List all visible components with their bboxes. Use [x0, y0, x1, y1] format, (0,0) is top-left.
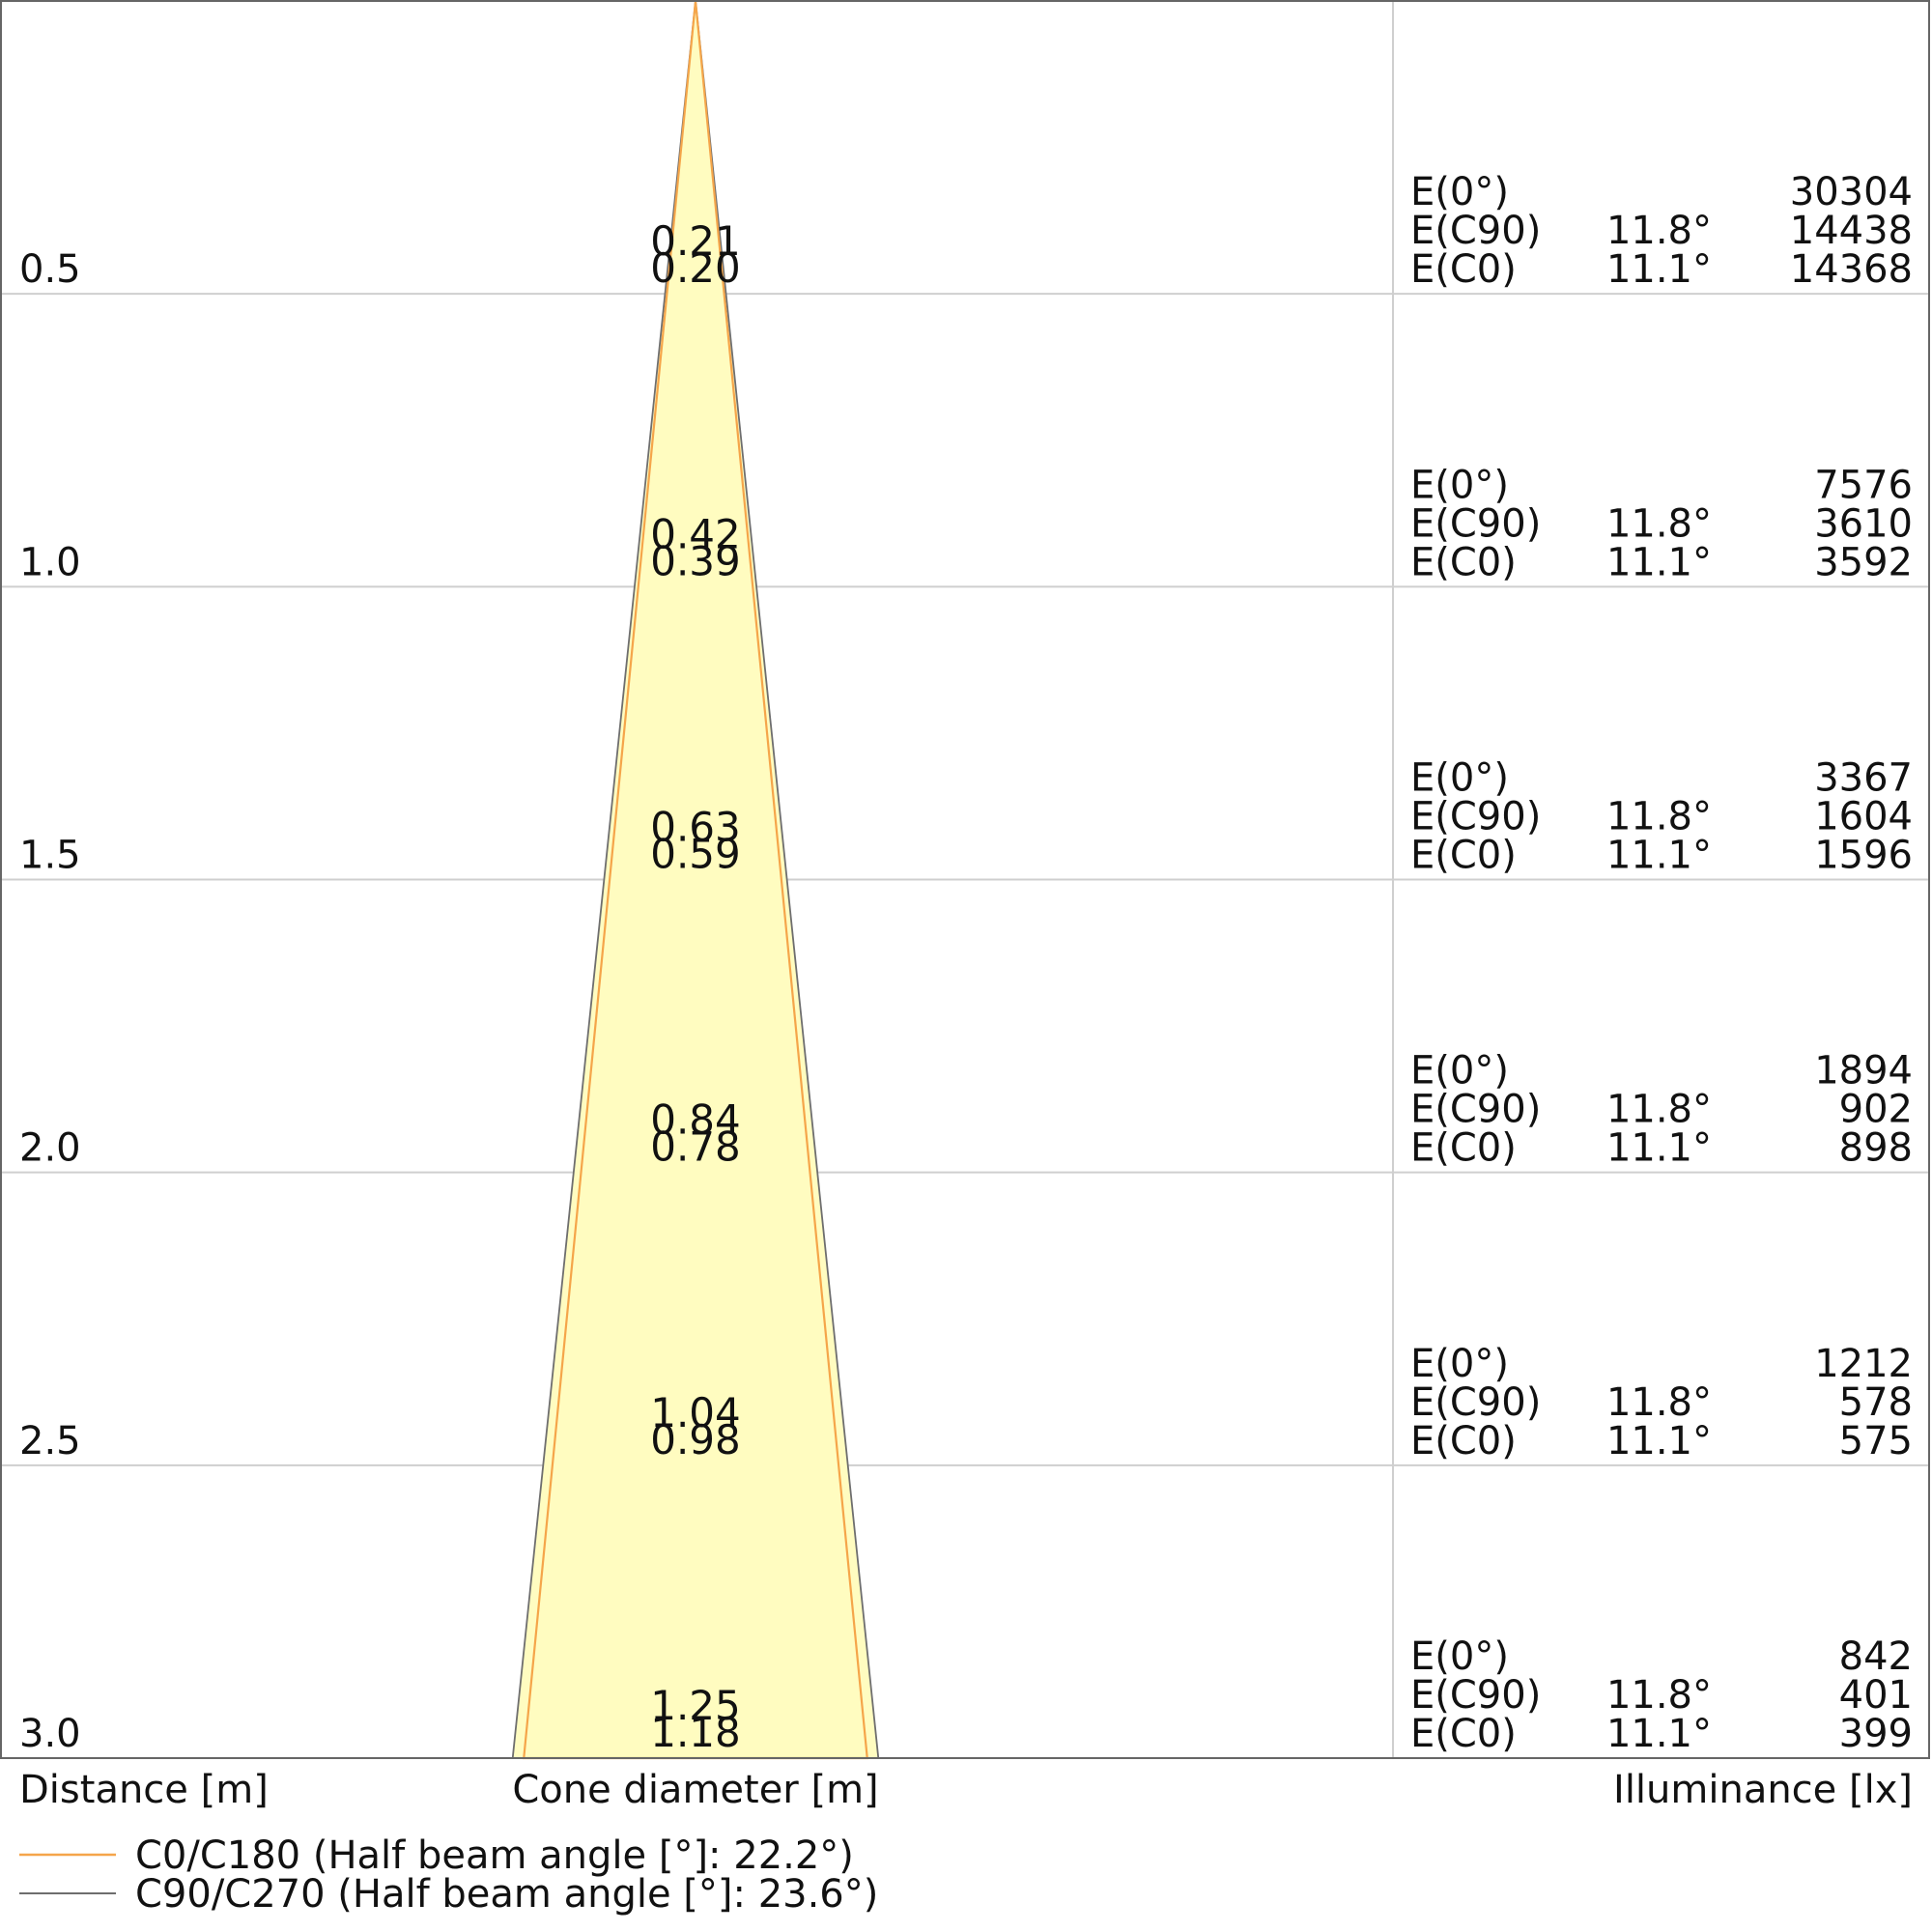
legend-label-c90: C90/C270 (Half beam angle [°]: 23.6°) [135, 1872, 878, 1917]
angle-label-c0: 11.1° [1606, 540, 1712, 584]
cone-diameter-label-c90: 0.42 [650, 510, 741, 557]
cone-diameter-label-c0: 0.20 [650, 244, 741, 292]
row-label-c90: E(C90) [1410, 1673, 1541, 1718]
row-label-c90: E(C90) [1410, 501, 1541, 546]
distance-tick-label: 2.5 [19, 1419, 81, 1463]
row-label-c90: E(C90) [1410, 1380, 1541, 1425]
cone-diameter-label-c90: 0.84 [650, 1096, 741, 1144]
angle-label-c90: 11.8° [1606, 1673, 1712, 1718]
illuminance-value-c90: 14438 [1790, 209, 1913, 253]
right-axis-title: Illuminance [lx] [1613, 1768, 1913, 1812]
illuminance-value-c0: 399 [1839, 1712, 1913, 1756]
cone-diameter-label-c0: 0.98 [650, 1416, 741, 1463]
illuminance-value-e0: 7576 [1814, 463, 1913, 507]
row-label-e0: E(0°) [1410, 1049, 1509, 1094]
cone-diameter-label-c0: 0.39 [650, 537, 741, 584]
illuminance-value-e0: 3367 [1814, 756, 1913, 801]
angle-label-c0: 11.1° [1606, 1419, 1712, 1463]
row-label-c0: E(C0) [1410, 1126, 1517, 1171]
illuminance-value-e0: 1894 [1814, 1049, 1913, 1094]
angle-label-c90: 11.8° [1606, 209, 1712, 253]
angle-label-c90: 11.8° [1606, 795, 1712, 839]
angle-label-c0: 11.1° [1606, 1712, 1712, 1756]
illuminance-value-c0: 1596 [1814, 834, 1913, 878]
data-labels: 0.5 0.210.20 E(0°) 30304 E(C90) 11.8° 14438 E(C… [19, 170, 1913, 1756]
row-label-c90: E(C90) [1410, 209, 1541, 253]
distance-tick-label: 3.0 [19, 1712, 81, 1756]
angle-label-c0: 11.1° [1606, 1126, 1712, 1171]
cone-diameter-label-c0: 0.78 [650, 1123, 741, 1171]
illuminance-value-c90: 902 [1839, 1088, 1913, 1132]
y-axis-title: Distance [m] [19, 1768, 269, 1812]
cone-diameter-label-c0: 1.18 [650, 1709, 741, 1756]
angle-label-c90: 11.8° [1606, 1380, 1712, 1425]
row-label-e0: E(0°) [1410, 463, 1509, 507]
illuminance-value-c0: 3592 [1814, 540, 1913, 584]
row-label-e0: E(0°) [1410, 1342, 1509, 1386]
legend: C0/C180 (Half beam angle [°]: 22.2°) C90… [19, 1833, 878, 1917]
cone-diameter-label-c90: 0.63 [650, 804, 741, 851]
distance-tick-label: 2.0 [19, 1126, 81, 1171]
cone-diameter-label-c90: 1.04 [650, 1389, 741, 1436]
illuminance-value-e0: 842 [1839, 1634, 1913, 1679]
x-axis-title: Cone diameter [m] [512, 1768, 878, 1812]
distance-tick-label: 1.0 [19, 540, 81, 584]
row-label-c90: E(C90) [1410, 795, 1541, 839]
angle-label-c90: 11.8° [1606, 1088, 1712, 1132]
illuminance-value-c90: 578 [1839, 1380, 1913, 1425]
row-label-e0: E(0°) [1410, 1634, 1509, 1679]
illuminance-value-e0: 1212 [1814, 1342, 1913, 1386]
row-label-c0: E(C0) [1410, 834, 1517, 878]
grid [0, 1, 1929, 1758]
legend-label-c0: C0/C180 (Half beam angle [°]: 22.2°) [135, 1833, 854, 1878]
row-label-e0: E(0°) [1410, 170, 1509, 214]
angle-label-c90: 11.8° [1606, 501, 1712, 546]
distance-tick-label: 1.5 [19, 834, 81, 878]
illuminance-value-c90: 3610 [1814, 501, 1913, 546]
illuminance-value-e0: 30304 [1790, 170, 1913, 214]
row-label-e0: E(0°) [1410, 756, 1509, 801]
row-label-c0: E(C0) [1410, 540, 1517, 584]
illuminance-value-c0: 898 [1839, 1126, 1913, 1171]
angle-label-c0: 11.1° [1606, 834, 1712, 878]
illuminance-value-c0: 575 [1839, 1419, 1913, 1463]
row-label-c0: E(C0) [1410, 1712, 1517, 1756]
distance-tick-label: 0.5 [19, 247, 81, 292]
cone-diameter-label-c0: 0.59 [650, 831, 741, 878]
illuminance-value-c90: 401 [1839, 1673, 1913, 1718]
row-label-c90: E(C90) [1410, 1088, 1541, 1132]
cone-diameter-label-c90: 1.25 [650, 1682, 741, 1729]
row-label-c0: E(C0) [1410, 1419, 1517, 1463]
row-label-c0: E(C0) [1410, 247, 1517, 292]
angle-label-c0: 11.1° [1606, 247, 1712, 292]
cone-diameter-label-c90: 0.21 [650, 217, 741, 265]
illuminance-value-c90: 1604 [1814, 795, 1913, 839]
plot-frame [0, 0, 1930, 1759]
illuminance-value-c0: 14368 [1790, 247, 1913, 292]
